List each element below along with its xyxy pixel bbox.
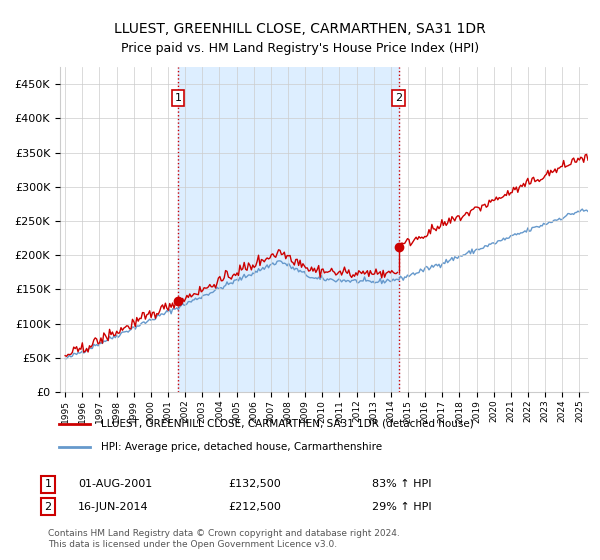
Text: 01-AUG-2001: 01-AUG-2001 (78, 479, 152, 489)
Text: Contains HM Land Registry data © Crown copyright and database right 2024.
This d: Contains HM Land Registry data © Crown c… (48, 529, 400, 549)
Text: 2: 2 (44, 502, 52, 512)
Text: £212,500: £212,500 (228, 502, 281, 512)
Text: £132,500: £132,500 (228, 479, 281, 489)
Text: LLUEST, GREENHILL CLOSE, CARMARTHEN, SA31 1DR (detached house): LLUEST, GREENHILL CLOSE, CARMARTHEN, SA3… (101, 419, 473, 429)
Text: HPI: Average price, detached house, Carmarthenshire: HPI: Average price, detached house, Carm… (101, 442, 382, 452)
Text: 2: 2 (395, 93, 402, 103)
Text: LLUEST, GREENHILL CLOSE, CARMARTHEN, SA31 1DR: LLUEST, GREENHILL CLOSE, CARMARTHEN, SA3… (114, 22, 486, 36)
Text: 16-JUN-2014: 16-JUN-2014 (78, 502, 149, 512)
Text: Price paid vs. HM Land Registry's House Price Index (HPI): Price paid vs. HM Land Registry's House … (121, 42, 479, 55)
Text: 83% ↑ HPI: 83% ↑ HPI (372, 479, 431, 489)
Text: 1: 1 (175, 93, 181, 103)
Text: 1: 1 (44, 479, 52, 489)
Text: 29% ↑ HPI: 29% ↑ HPI (372, 502, 431, 512)
Bar (178, 67, 399, 392)
